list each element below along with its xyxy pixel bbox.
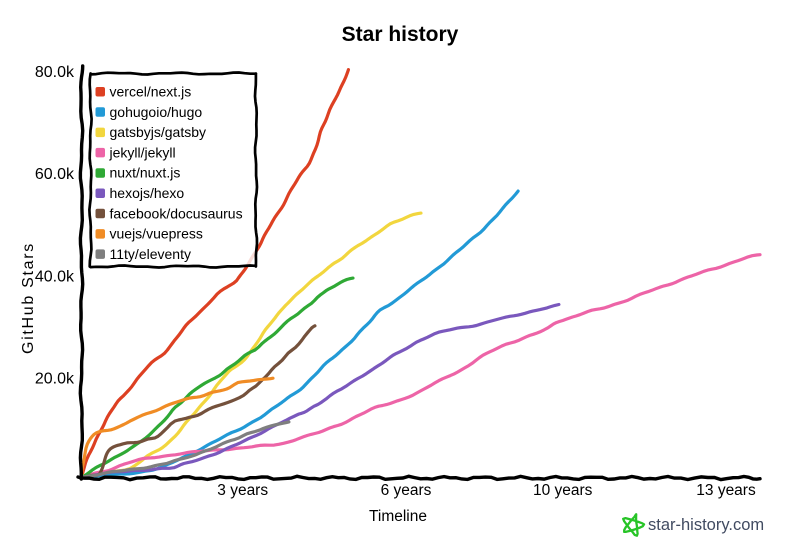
svg-text:20.0k: 20.0k [35,371,75,388]
svg-text:GitHub Stars: GitHub Stars [20,242,37,354]
svg-text:60.0k: 60.0k [35,166,75,183]
svg-text:gohugoio/hugo: gohugoio/hugo [110,104,203,120]
svg-text:10 years: 10 years [533,482,593,499]
svg-text:Star history: Star history [342,23,459,46]
svg-text:3 years: 3 years [217,482,268,499]
svg-text:vercel/next.js: vercel/next.js [110,84,192,100]
svg-text:Timeline: Timeline [369,508,427,525]
svg-text:hexojs/hexo: hexojs/hexo [110,185,185,201]
svg-text:nuxt/nuxt.js: nuxt/nuxt.js [110,165,181,181]
svg-text:40.0k: 40.0k [35,268,75,285]
svg-text:13 years: 13 years [696,482,756,499]
svg-text:star-history.com: star-history.com [648,516,764,534]
svg-text:jekyll/jekyll: jekyll/jekyll [109,144,176,160]
svg-text:vuejs/vuepress: vuejs/vuepress [110,226,203,242]
svg-text:gatsbyjs/gatsby: gatsbyjs/gatsby [110,124,207,140]
svg-text:facebook/docusaurus: facebook/docusaurus [110,205,243,221]
svg-text:11ty/eleventy: 11ty/eleventy [110,246,191,262]
svg-text:80.0k: 80.0k [35,64,75,81]
svg-text:6 years: 6 years [381,482,432,499]
